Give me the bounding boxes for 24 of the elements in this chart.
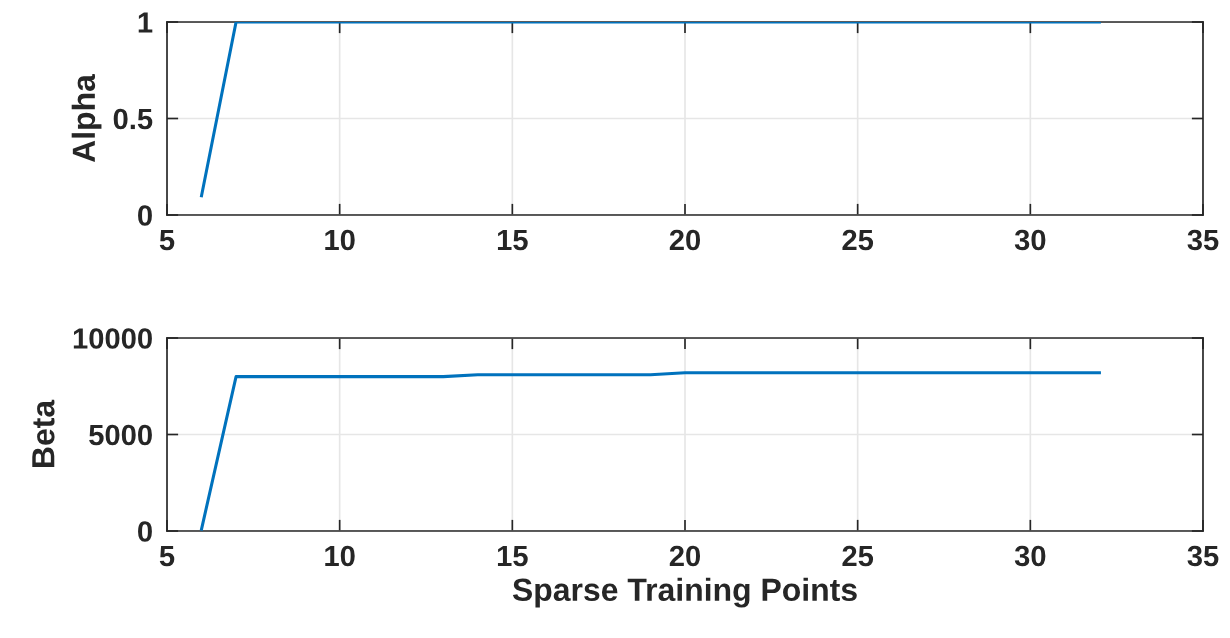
x-tick-label: 5: [159, 545, 175, 567]
x-tick-label: 20: [669, 545, 701, 567]
y-tick-label: 10000: [73, 328, 152, 349]
x-axis-title: Sparse Training Points: [512, 577, 857, 608]
x-tick-label: 35: [1187, 229, 1219, 251]
x-tick-label: 30: [1014, 229, 1046, 251]
y-tick-label: 5000: [89, 424, 152, 446]
x-tick-label: 25: [842, 229, 874, 251]
x-tick-label: 35: [1187, 545, 1219, 567]
x-tick-label: 5: [159, 229, 175, 251]
x-tick-label: 15: [497, 545, 528, 567]
line-series: [200, 371, 1101, 531]
y-tick-label: 1: [138, 12, 153, 33]
y-axis-title: Beta: [32, 399, 55, 467]
x-tick-label: 25: [842, 545, 874, 567]
y-axis-title: Alpha: [71, 73, 102, 163]
y-tick-label: 0: [138, 521, 152, 542]
x-tick-label: 10: [325, 229, 355, 251]
y-tick-label: 0: [138, 205, 152, 226]
x-tick-label: 10: [325, 545, 355, 567]
y-tick-label: 0.5: [113, 108, 153, 130]
x-tick-label: 15: [497, 229, 528, 251]
x-tick-label: 30: [1014, 545, 1046, 567]
x-tick-label: 20: [669, 229, 701, 251]
